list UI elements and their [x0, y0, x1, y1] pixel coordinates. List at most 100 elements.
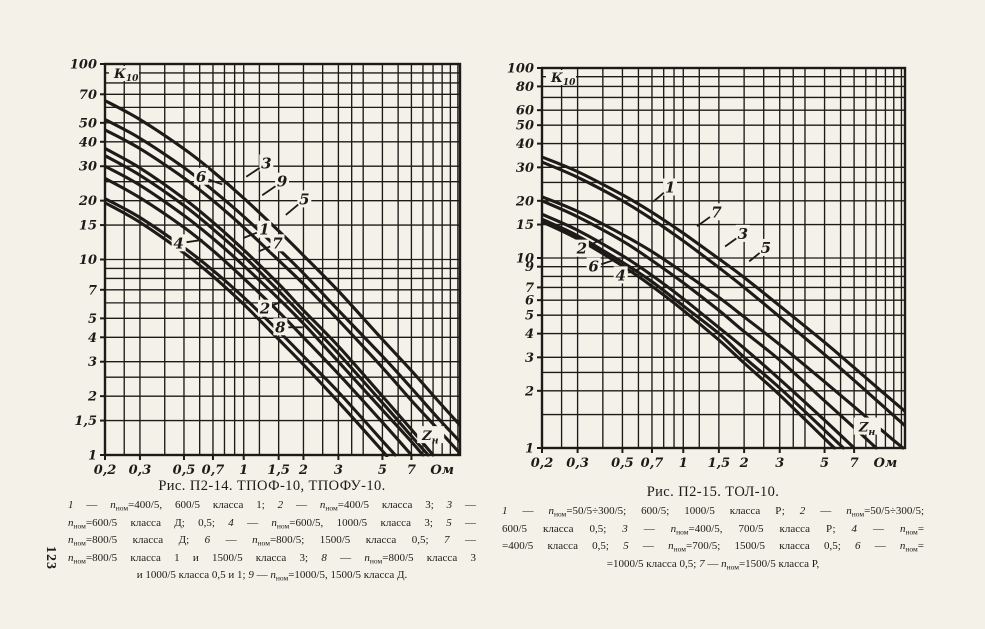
curve-label-1: 1 — [259, 221, 269, 239]
y-tick-label: 20 — [515, 194, 534, 209]
curve-label-2: 2 — [259, 300, 270, 318]
y-tick-label: 70 — [79, 88, 97, 103]
y-tick-label: 9 — [525, 260, 534, 275]
curve-label-4: 4 — [615, 266, 625, 284]
caption-line: nном=800/5 класса Д; 6 — nном=800/5; 150… — [68, 534, 477, 548]
y-tick-label: 40 — [79, 135, 97, 150]
y-tick-label: 2 — [87, 390, 97, 405]
y-tick-label: 7 — [525, 281, 534, 296]
curve-label-9: 9 — [277, 173, 288, 191]
x-tick-label: 3 — [775, 456, 784, 471]
curve-7 — [541, 160, 906, 428]
x-tick-label: 1 — [239, 463, 248, 478]
x-tick-label: 0,5 — [173, 463, 196, 478]
y-tick-label: 3 — [525, 351, 534, 366]
x-tick-label: 7 — [407, 463, 416, 478]
curve-label-7: 7 — [711, 203, 722, 221]
caption-line: 1 — nном=400/5, 600/5 класса 1; 2 — nном… — [68, 499, 476, 513]
curve-1 — [104, 154, 430, 457]
x-tick-label: 3 — [334, 463, 343, 478]
x-tick-label: 0,2 — [531, 456, 554, 471]
curve-label-3: 3 — [261, 154, 271, 172]
y-tick-label: 40 — [516, 137, 534, 152]
curve-1 — [541, 155, 906, 413]
x-tick-label: 0,5 — [611, 456, 634, 471]
y-tick-label: 20 — [78, 194, 97, 209]
x-tick-label: 1 — [679, 456, 688, 471]
x-tick-label: 2 — [739, 456, 749, 471]
y-tick-label: 3 — [88, 355, 97, 370]
figure-title-p2-15: Рис. П2-15. ТОЛ-10. — [646, 484, 780, 500]
x-tick-label: 0,7 — [202, 463, 225, 478]
y-tick-label: 80 — [516, 80, 534, 95]
page-number: 123 — [43, 546, 58, 570]
y-tick-label: 5 — [525, 309, 534, 324]
caption-line: =1000/5 класса 0,5; 7 — nном=1500/5 клас… — [606, 557, 820, 572]
y-tick-label: 4 — [88, 331, 97, 346]
y-tick-label: 100 — [507, 62, 534, 77]
figure-title-p2-14: Рис. П2-14. ТПОФ-10, ТПОФУ-10. — [158, 478, 386, 494]
caption-body-p2-14: 1 — nном=400/5, 600/5 класса 1; 2 — nном… — [68, 498, 476, 586]
curve-label-5: 5 — [761, 239, 771, 257]
y-tick-label: 10 — [79, 253, 97, 268]
caption-body-p2-15: 1 — nном=50/5÷300/5; 600/5; 1000/5 класс… — [502, 504, 924, 574]
y-tick-label: 4 — [525, 327, 534, 342]
curve-label-8: 8 — [275, 318, 286, 336]
y-tick-label: 6 — [525, 294, 534, 309]
curve-3 — [541, 195, 905, 450]
x-tick-label: 1,5 — [267, 463, 290, 478]
curves — [541, 155, 906, 450]
curve-label-1: 1 — [665, 178, 675, 196]
curve-label-7: 7 — [272, 234, 283, 252]
x-unit-label: Ом — [874, 456, 898, 471]
y-tick-label: 10 — [516, 252, 534, 267]
curve-label-3: 3 — [738, 225, 748, 243]
figure-caption-p2-15: Рис. П2-15. ТОЛ-10. 1 — nном=50/5÷300/5;… — [502, 484, 924, 574]
y-tick-label: 1,5 — [74, 414, 97, 429]
x-tick-label: 1,5 — [708, 456, 731, 471]
curve-6 — [104, 146, 435, 457]
y-tick-label: 50 — [516, 119, 534, 134]
curve-label-5: 5 — [299, 190, 309, 208]
curve-4 — [104, 176, 413, 457]
curve-5 — [104, 128, 461, 455]
curve-9 — [104, 117, 461, 444]
x-tick-label: 0,7 — [641, 456, 664, 471]
y-tick-label: 30 — [79, 160, 97, 175]
curve-label-4: 4 — [173, 234, 183, 252]
curve-5 — [541, 199, 878, 450]
curve-2 — [541, 212, 856, 450]
x-tick-label: 5 — [820, 456, 829, 471]
curve-6 — [541, 217, 845, 450]
y-tick-label: 1 — [525, 442, 534, 457]
caption-line: nном=800/5 класса 1 и 1500/5 класса 3; 8… — [68, 551, 476, 566]
y-tick-label: 60 — [516, 104, 534, 119]
y-tick-label: 2 — [524, 384, 534, 399]
caption-line: nном=600/5 класса Д; 0,5; 4 — nном=600/5… — [68, 516, 477, 531]
curve-4 — [541, 220, 837, 450]
curve-8 — [104, 201, 389, 457]
curve-label-6: 6 — [196, 168, 207, 186]
x-tick-label: 0,3 — [129, 463, 152, 478]
x-tick-label: 5 — [378, 463, 387, 478]
curve-label-6: 6 — [588, 258, 599, 276]
figure-caption-p2-14: Рис. П2-14. ТПОФ-10, ТПОФУ-10. 1 — nном=… — [68, 478, 476, 586]
caption-line: =400/5 класса 0,5; 5 — nном=700/5; 1500/… — [502, 540, 924, 554]
caption-line: и 1000/5 класса 0,5 и 1; 9 — nном=1000/5… — [136, 569, 408, 583]
curves — [104, 99, 461, 457]
y-tick-label: 15 — [79, 219, 97, 234]
y-tick-label: 7 — [88, 283, 97, 298]
y-tick-label: 5 — [88, 312, 97, 327]
curve-label-2: 2 — [576, 240, 587, 258]
y-tick-label: 1 — [88, 449, 97, 464]
x-tick-label: 7 — [850, 456, 859, 471]
grid — [104, 63, 460, 456]
y-tick-label: 100 — [70, 58, 97, 73]
caption-line: 1 — nном=50/5÷300/5; 600/5; 1000/5 класс… — [502, 505, 925, 519]
caption-line: 600/5 класса 0,5; 3 — nном=400/5, 700/5 … — [502, 522, 925, 537]
x-unit-label: Ом — [430, 463, 454, 478]
curve-3 — [104, 99, 461, 427]
y-tick-label: 50 — [79, 116, 97, 131]
